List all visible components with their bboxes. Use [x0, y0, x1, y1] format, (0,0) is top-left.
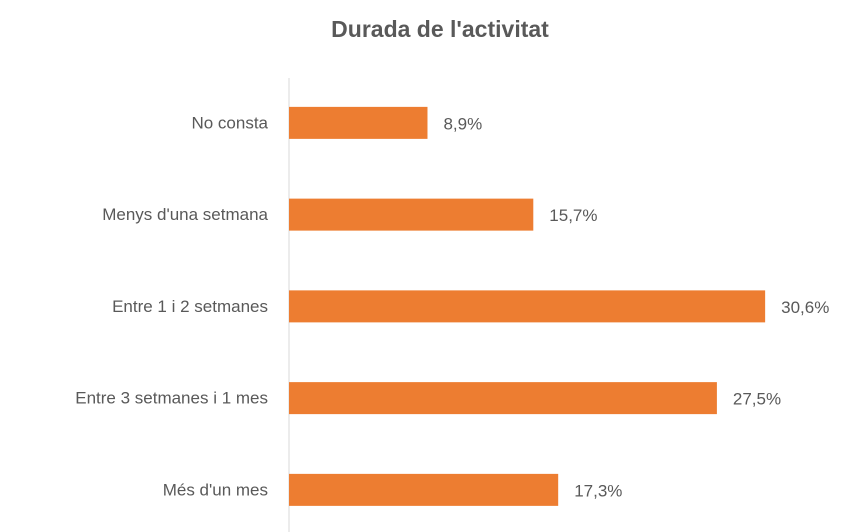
bar: [289, 473, 559, 506]
y-tick-label: No consta: [191, 113, 268, 132]
bar: [289, 382, 717, 415]
bar: [289, 290, 766, 323]
data-label: 30,6%: [781, 298, 829, 317]
data-label: 15,7%: [549, 206, 597, 225]
bar: [289, 106, 428, 139]
y-tick-label: Més d'un mes: [163, 480, 268, 499]
bar: [289, 198, 534, 231]
y-tick-label: Entre 3 setmanes i 1 mes: [75, 389, 268, 408]
data-label: 27,5%: [733, 390, 781, 409]
data-label: 8,9%: [443, 114, 482, 133]
chart-title: Durada de l'activitat: [331, 16, 549, 42]
y-tick-label: Menys d'una setmana: [102, 205, 268, 224]
data-label: 17,3%: [574, 481, 622, 500]
y-tick-label: Entre 1 i 2 setmanes: [112, 297, 268, 316]
